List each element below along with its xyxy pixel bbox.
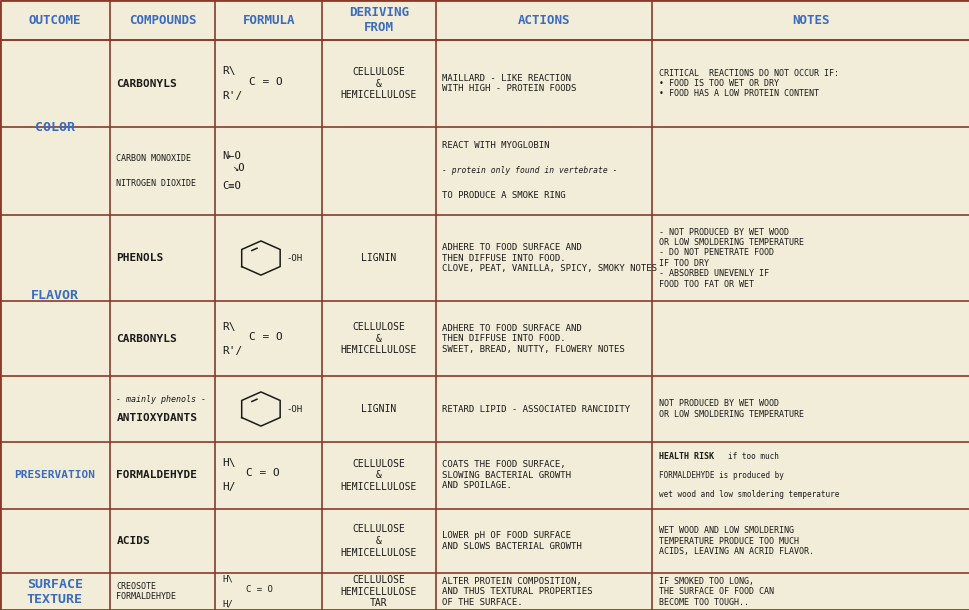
Text: - mainly phenols -: - mainly phenols - xyxy=(116,395,206,404)
Text: ANTIOXYDANTS: ANTIOXYDANTS xyxy=(116,413,198,423)
Text: C = O: C = O xyxy=(249,77,283,87)
Text: COLOR: COLOR xyxy=(35,121,75,134)
Text: CARBON MONOXIDE: CARBON MONOXIDE xyxy=(116,154,191,163)
Text: wet wood and low smoldering temperature: wet wood and low smoldering temperature xyxy=(658,490,838,499)
Text: R'/: R'/ xyxy=(222,346,242,356)
Text: NOT PRODUCED BY WET WOOD
OR LOW SMOLDERING TEMPERATURE: NOT PRODUCED BY WET WOOD OR LOW SMOLDERI… xyxy=(658,400,802,418)
Text: LIGNIN: LIGNIN xyxy=(360,253,396,263)
Text: R'/: R'/ xyxy=(222,91,242,101)
Text: PRESERVATION: PRESERVATION xyxy=(15,470,95,480)
Text: CREOSOTE: CREOSOTE xyxy=(116,582,156,591)
Text: ADHERE TO FOOD SURFACE AND
THEN DIFFUSE INTO FOOD.
SWEET, BREAD, NUTTY, FLOWERY : ADHERE TO FOOD SURFACE AND THEN DIFFUSE … xyxy=(442,324,624,354)
Text: DERIVING
FROM: DERIVING FROM xyxy=(349,6,408,34)
Text: H\: H\ xyxy=(222,458,235,468)
Text: ACIDS: ACIDS xyxy=(116,536,150,546)
Text: CELLULOSE
&
HEMICELLULOSE: CELLULOSE & HEMICELLULOSE xyxy=(340,322,417,356)
Text: LIGNIN: LIGNIN xyxy=(360,404,396,414)
Text: FORMULA: FORMULA xyxy=(242,13,295,27)
Text: -OH: -OH xyxy=(286,254,302,262)
Text: REACT WITH MYOGLOBIN: REACT WITH MYOGLOBIN xyxy=(442,141,549,150)
Text: IF SMOKED TOO LONG,
THE SURFACE OF FOOD CAN
BECOME TOO TOUGH..: IF SMOKED TOO LONG, THE SURFACE OF FOOD … xyxy=(658,577,773,606)
Text: MAILLARD - LIKE REACTION
WITH HIGH - PROTEIN FOODS: MAILLARD - LIKE REACTION WITH HIGH - PRO… xyxy=(442,74,577,93)
Text: if too much: if too much xyxy=(728,451,778,461)
Text: NITROGEN DIOXIDE: NITROGEN DIOXIDE xyxy=(116,179,196,188)
Text: OUTCOME: OUTCOME xyxy=(28,13,81,27)
Text: CRITICAL  REACTIONS DO NOT OCCUR IF:
• FOOD IS TOO WET OR DRY
• FOOD HAS A LOW P: CRITICAL REACTIONS DO NOT OCCUR IF: • FO… xyxy=(658,69,838,98)
Text: H/: H/ xyxy=(222,600,233,608)
Text: CELLULOSE
HEMICELLULOSE
TAR: CELLULOSE HEMICELLULOSE TAR xyxy=(340,575,417,608)
Text: ↘O: ↘O xyxy=(232,163,244,173)
Text: COATS THE FOOD SURFACE,
SLOWING BACTERIAL GROWTH
AND SPOILAGE.: COATS THE FOOD SURFACE, SLOWING BACTERIA… xyxy=(442,461,571,490)
Text: TO PRODUCE A SMOKE RING: TO PRODUCE A SMOKE RING xyxy=(442,192,565,201)
Text: CARBONYLS: CARBONYLS xyxy=(116,79,177,88)
Text: N←O: N←O xyxy=(222,151,240,160)
Text: WET WOOD AND LOW SMOLDERING
TEMPERATURE PRODUCE TOO MUCH
ACIDS, LEAVING AN ACRID: WET WOOD AND LOW SMOLDERING TEMPERATURE … xyxy=(658,526,813,556)
Text: CELLULOSE
&
HEMICELLULOSE: CELLULOSE & HEMICELLULOSE xyxy=(340,67,417,100)
Text: CARBONYLS: CARBONYLS xyxy=(116,334,177,344)
Text: LOWER pH OF FOOD SURFACE
AND SLOWS BACTERIAL GROWTH: LOWER pH OF FOOD SURFACE AND SLOWS BACTE… xyxy=(442,531,581,551)
Text: PHENOLS: PHENOLS xyxy=(116,253,164,263)
Text: RETARD LIPID - ASSOCIATED RANCIDITY: RETARD LIPID - ASSOCIATED RANCIDITY xyxy=(442,404,630,414)
Text: FORMALDEHYDE: FORMALDEHYDE xyxy=(116,592,176,601)
Text: R\: R\ xyxy=(222,321,235,332)
Text: NOTES: NOTES xyxy=(792,13,828,27)
Text: H/: H/ xyxy=(222,483,235,492)
Text: CELLULOSE
&
HEMICELLULOSE: CELLULOSE & HEMICELLULOSE xyxy=(340,459,417,492)
Text: FLAVOR: FLAVOR xyxy=(31,289,78,302)
Text: C = O: C = O xyxy=(249,332,283,342)
Text: SURFACE
TEXTURE: SURFACE TEXTURE xyxy=(27,578,82,606)
Text: CELLULOSE
&
HEMICELLULOSE: CELLULOSE & HEMICELLULOSE xyxy=(340,525,417,558)
Text: C = O: C = O xyxy=(246,586,273,594)
Text: -OH: -OH xyxy=(286,404,302,414)
Text: C = O: C = O xyxy=(246,468,280,478)
Text: FORMALDEHYDE: FORMALDEHYDE xyxy=(116,470,198,480)
Text: C≡O: C≡O xyxy=(222,181,240,191)
Text: ALTER PROTEIN COMPOSITION,
AND THUS TEXTURAL PROPERTIES
OF THE SURFACE.: ALTER PROTEIN COMPOSITION, AND THUS TEXT… xyxy=(442,577,592,606)
Text: FORMALDEHYDE is produced by: FORMALDEHYDE is produced by xyxy=(658,471,783,479)
Text: ACTIONS: ACTIONS xyxy=(516,13,570,27)
Text: COMPOUNDS: COMPOUNDS xyxy=(129,13,196,27)
Text: - NOT PRODUCED BY WET WOOD
OR LOW SMOLDERING TEMPERATURE
- DO NOT PENETRATE FOOD: - NOT PRODUCED BY WET WOOD OR LOW SMOLDE… xyxy=(658,228,802,289)
Text: - protein only found in vertebrate -: - protein only found in vertebrate - xyxy=(442,167,617,175)
Text: R\: R\ xyxy=(222,66,235,76)
Text: H\: H\ xyxy=(222,575,233,584)
Text: ADHERE TO FOOD SURFACE AND
THEN DIFFUSE INTO FOOD.
CLOVE, PEAT, VANILLA, SPICY, : ADHERE TO FOOD SURFACE AND THEN DIFFUSE … xyxy=(442,243,657,273)
Text: HEALTH RISK: HEALTH RISK xyxy=(658,451,718,461)
